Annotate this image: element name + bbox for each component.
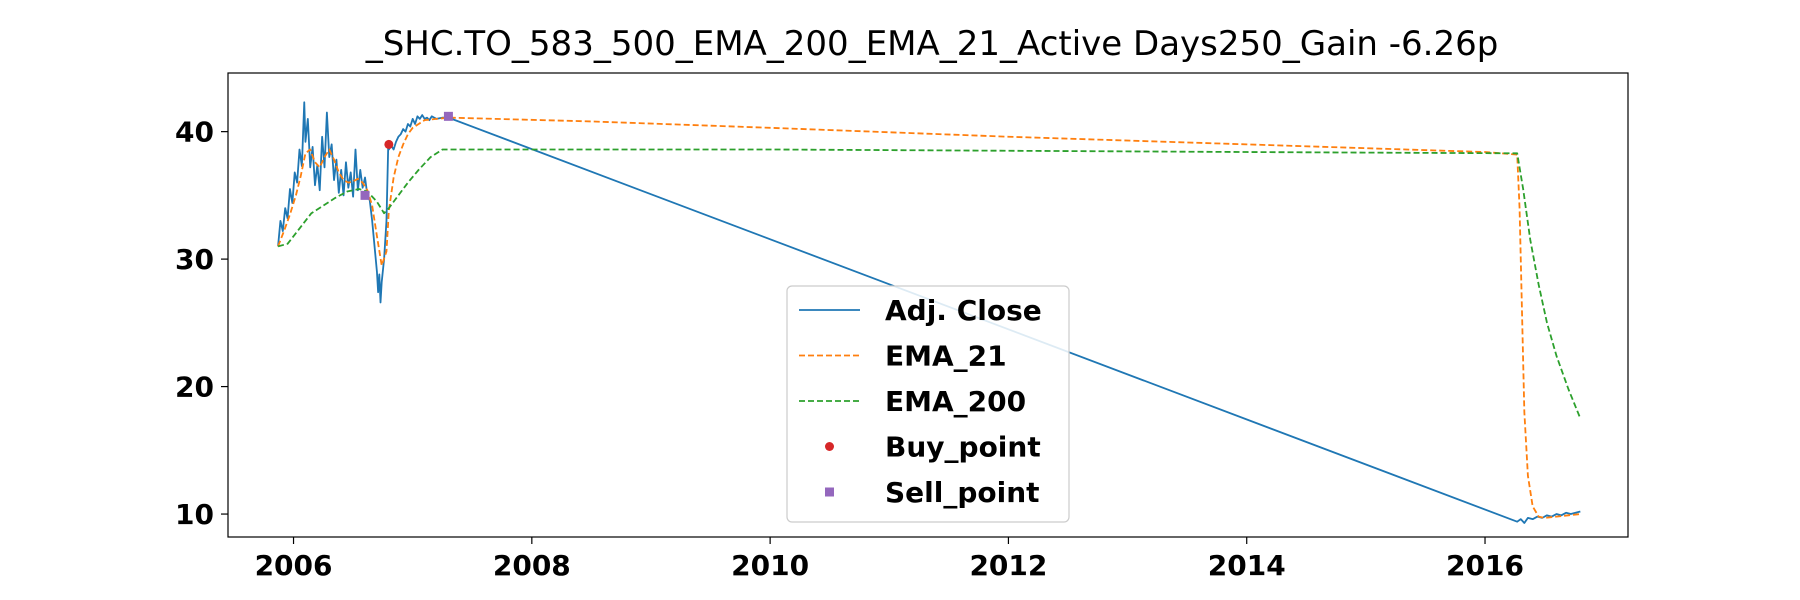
y-tick-label: 20 [175,371,214,404]
sell-point-marker [360,190,370,200]
plot-frame [227,72,1629,538]
legend-swatch-buy-point [825,442,834,451]
plot-area [277,101,1582,524]
axes: 2006 2008 2010 2012 2014 2016 10 20 30 40 [175,72,1629,582]
legend: Adj. Close EMA_21 EMA_200 Buy_point Sell_poi… [786,285,1070,523]
x-tick-label: 2012 [969,549,1047,582]
y-tick-label: 10 [175,498,214,531]
series-line-ema-21 [277,116,1581,519]
series-line-ema-200 [277,148,1582,419]
y-tick-label: 40 [175,116,214,149]
series-line-adj-close [277,101,1581,524]
x-tick-label: 2010 [731,549,809,582]
y-tick-label: 30 [175,243,214,276]
chart-title: _SHC.TO_583_500_EMA_200_EMA_21_Active Da… [365,24,1499,64]
legend-box [786,285,1070,523]
legend-label-adj-close: Adj. Close [885,294,1042,327]
x-tick-label: 2006 [255,549,333,582]
buy-point-marker [384,139,394,149]
sell-point-marker [443,111,453,121]
legend-label-buy-point: Buy_point [885,431,1041,464]
x-tick-label: 2014 [1208,549,1286,582]
x-tick-label: 2016 [1446,549,1524,582]
legend-swatch-sell-point [825,487,834,497]
x-tick-label: 2008 [493,549,571,582]
legend-label-ema-21: EMA_21 [885,340,1007,373]
legend-label-sell-point: Sell_point [885,476,1040,509]
legend-label-ema-200: EMA_200 [885,385,1026,418]
